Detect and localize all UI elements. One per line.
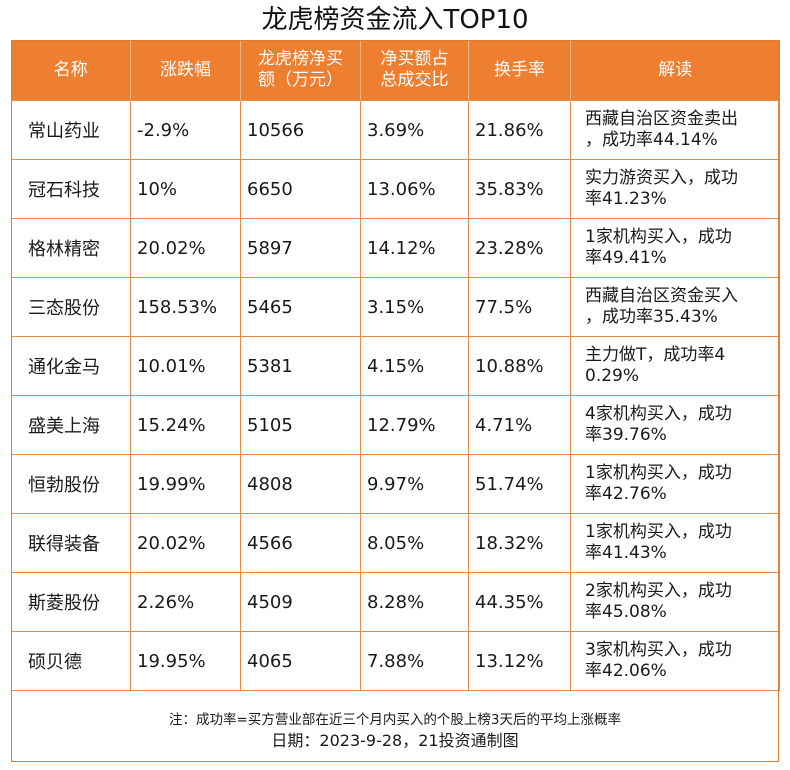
- ratio-cell: 7.88%: [360, 631, 469, 691]
- net-buy-cell: 10566: [240, 100, 361, 160]
- turnover-cell: 21.86%: [468, 100, 571, 160]
- comment-line1: 2家机构买入，成功: [585, 581, 732, 601]
- header-comment: 解读: [570, 40, 780, 101]
- table-row: 三态股份 158.53% 5465 3.15% 77.5% 西藏自治区资金买入 ，成功率35…: [11, 277, 780, 337]
- stock-name-cell: 格林精密: [11, 218, 131, 278]
- stock-name-cell: 盛美上海: [11, 395, 131, 455]
- page-title: 龙虎榜资金流入TOP10: [261, 5, 529, 35]
- comment-cell: 西藏自治区资金买入 ，成功率35.43%: [570, 277, 780, 337]
- change-cell: 10%: [130, 159, 241, 219]
- net-buy-cell: 6650: [240, 159, 361, 219]
- turnover-cell: 51.74%: [468, 454, 571, 514]
- comment-cell: 1家机构买入，成功 率49.41%: [570, 218, 780, 278]
- comment-line1: 1家机构买入，成功: [585, 227, 732, 247]
- table-row: 斯菱股份 2.26% 4509 8.28% 44.35% 2家机构买入，成功 率45.08%: [11, 572, 780, 632]
- comment-cell: 2家机构买入，成功 率45.08%: [570, 572, 780, 632]
- comment-line1: 西藏自治区资金卖出: [585, 109, 738, 129]
- stock-name-cell: 常山药业: [11, 100, 131, 160]
- header-ratio: 净买额占 总成交比: [360, 40, 469, 101]
- comment-line2: 率41.23%: [585, 189, 667, 209]
- change-cell: 158.53%: [130, 277, 241, 337]
- net-buy-cell: 5465: [240, 277, 361, 337]
- net-buy-cell: 5897: [240, 218, 361, 278]
- comment-cell: 4家机构买入，成功 率39.76%: [570, 395, 780, 455]
- footer-note: 注：成功率=买方营业部在近三个月内买入的个股上榜3天后的平均上涨概率: [169, 712, 621, 728]
- comment-line2: 率45.08%: [585, 602, 667, 622]
- turnover-cell: 35.83%: [468, 159, 571, 219]
- table-frame: [11, 40, 779, 762]
- footer-date: 日期：2023-9-28，21投资通制图: [271, 731, 519, 750]
- ratio-cell: 12.79%: [360, 395, 469, 455]
- comment-line1: 主力做T，成功率4: [585, 345, 726, 365]
- table-row: 通化金马 10.01% 5381 4.15% 10.88% 主力做T，成功率4 0.29%: [11, 336, 780, 396]
- turnover-cell: 13.12%: [468, 631, 571, 691]
- comment-cell: 主力做T，成功率4 0.29%: [570, 336, 780, 396]
- footer: 注：成功率=买方营业部在近三个月内买入的个股上榜3天后的平均上涨概率 日期：20…: [11, 705, 779, 762]
- net-buy-cell: 4065: [240, 631, 361, 691]
- change-cell: 10.01%: [130, 336, 241, 396]
- table-row: 盛美上海 15.24% 5105 12.79% 4.71% 4家机构买入，成功 率39.76…: [11, 395, 780, 455]
- table-row: 硕贝德 19.95% 4065 7.88% 13.12% 3家机构买入，成功 率42.06%: [11, 631, 780, 691]
- comment-line2: 率49.41%: [585, 248, 667, 268]
- comment-line2: ，成功率35.43%: [585, 307, 718, 327]
- stock-name-cell: 恒勃股份: [11, 454, 131, 514]
- comment-line2: 率39.76%: [585, 425, 667, 445]
- ratio-cell: 3.69%: [360, 100, 469, 160]
- header-net-buy-line1: 龙虎榜净买: [258, 49, 343, 69]
- ratio-cell: 3.15%: [360, 277, 469, 337]
- comment-line1: 4家机构买入，成功: [585, 404, 732, 424]
- comment-cell: 1家机构买入，成功 率41.43%: [570, 513, 780, 573]
- header-net-buy-line2: 额（万元）: [258, 70, 343, 90]
- turnover-cell: 44.35%: [468, 572, 571, 632]
- ratio-cell: 4.15%: [360, 336, 469, 396]
- comment-line1: 3家机构买入，成功: [585, 640, 732, 660]
- net-buy-cell: 4509: [240, 572, 361, 632]
- top10-table: 名称 涨跌幅 龙虎榜净买 额（万元） 净买额占 总成交比 换手率 解读 常山药业 -2…: [11, 40, 780, 691]
- comment-line2: 0.29%: [585, 366, 640, 386]
- net-buy-cell: 4566: [240, 513, 361, 573]
- header-net-buy: 龙虎榜净买 额（万元）: [240, 40, 361, 101]
- comment-line1: 西藏自治区资金买入: [585, 286, 738, 306]
- table-row: 常山药业 -2.9% 10566 3.69% 21.86% 西藏自治区资金卖出 ，成功率44…: [11, 100, 780, 160]
- comment-line2: ，成功率44.14%: [585, 130, 718, 150]
- header-name: 名称: [11, 40, 131, 101]
- header-turnover: 换手率: [468, 40, 571, 101]
- net-buy-cell: 4808: [240, 454, 361, 514]
- table-row: 联得装备 20.02% 4566 8.05% 18.32% 1家机构买入，成功 率41.43…: [11, 513, 780, 573]
- change-cell: 15.24%: [130, 395, 241, 455]
- comment-line1: 1家机构买入，成功: [585, 522, 732, 542]
- ratio-cell: 8.28%: [360, 572, 469, 632]
- header-change: 涨跌幅: [130, 40, 241, 101]
- comment-line2: 率41.43%: [585, 543, 667, 563]
- comment-cell: 3家机构买入，成功 率42.06%: [570, 631, 780, 691]
- change-cell: 19.95%: [130, 631, 241, 691]
- table-row: 恒勃股份 19.99% 4808 9.97% 51.74% 1家机构买入，成功 率42.76…: [11, 454, 780, 514]
- change-cell: -2.9%: [130, 100, 241, 160]
- comment-line2: 率42.76%: [585, 484, 667, 504]
- turnover-cell: 18.32%: [468, 513, 571, 573]
- stock-name-cell: 硕贝德: [11, 631, 131, 691]
- comment-line1: 实力游资买入，成功: [585, 168, 738, 188]
- net-buy-cell: 5105: [240, 395, 361, 455]
- change-cell: 20.02%: [130, 218, 241, 278]
- comment-line2: 率42.06%: [585, 661, 667, 681]
- table-row: 冠石科技 10% 6650 13.06% 35.83% 实力游资买入，成功 率41.23%: [11, 159, 780, 219]
- net-buy-cell: 5381: [240, 336, 361, 396]
- table-header-row: 名称 涨跌幅 龙虎榜净买 额（万元） 净买额占 总成交比 换手率 解读: [11, 40, 780, 101]
- stock-name-cell: 冠石科技: [11, 159, 131, 219]
- comment-cell: 西藏自治区资金卖出 ，成功率44.14%: [570, 100, 780, 160]
- header-ratio-line2: 总成交比: [380, 70, 449, 90]
- comment-line1: 1家机构买入，成功: [585, 463, 732, 483]
- comment-cell: 实力游资买入，成功 率41.23%: [570, 159, 780, 219]
- ratio-cell: 9.97%: [360, 454, 469, 514]
- header-ratio-line1: 净买额占: [380, 49, 449, 69]
